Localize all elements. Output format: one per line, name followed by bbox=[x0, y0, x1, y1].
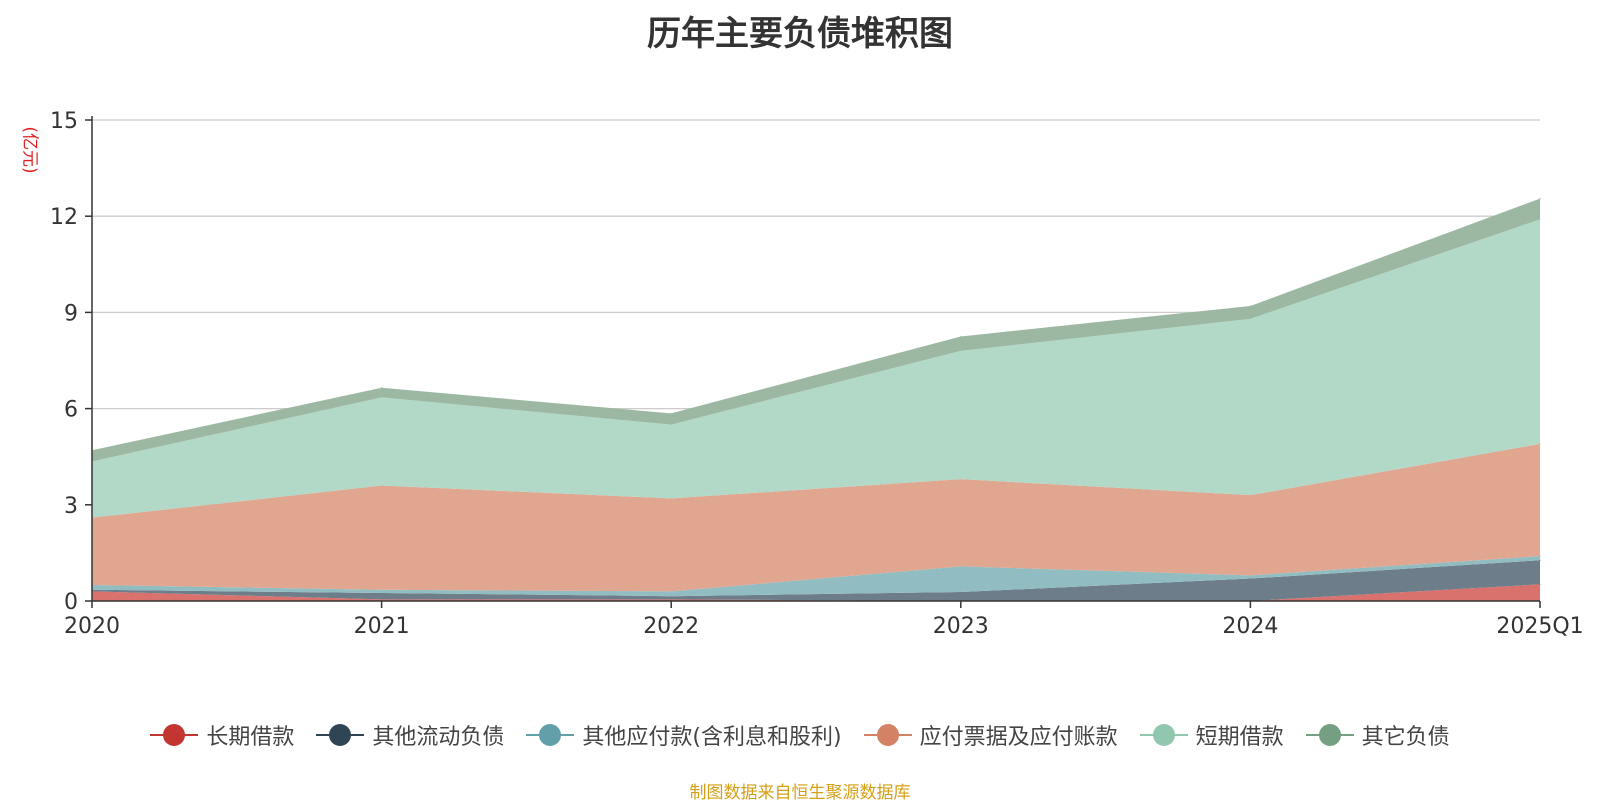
y-tick-label-0: 0 bbox=[64, 590, 78, 615]
y-tick-label-2: 6 bbox=[64, 398, 78, 423]
data-source-note: 制图数据来自恒生聚源数据库 bbox=[689, 783, 911, 803]
legend-marker-icon bbox=[1139, 723, 1188, 747]
legend-label: 应付票据及应付账款 bbox=[919, 725, 1118, 750]
legend-item-5[interactable]: 其它负债 bbox=[1305, 719, 1450, 751]
series-area-1 bbox=[92, 560, 1540, 601]
legend-marker-icon bbox=[526, 723, 575, 747]
legend-marker-icon bbox=[1305, 723, 1354, 747]
series-area-5 bbox=[92, 198, 1540, 462]
legend-item-3[interactable]: 应付票据及应付账款 bbox=[863, 719, 1118, 751]
x-tick-label-2: 2022 bbox=[643, 614, 699, 639]
series-5-point-5 bbox=[1539, 197, 1541, 200]
series-5-point-4 bbox=[1249, 305, 1251, 307]
series-5-point-1 bbox=[381, 387, 383, 389]
legend-item-4[interactable]: 短期借款 bbox=[1139, 719, 1284, 751]
legend-marker-icon bbox=[150, 723, 199, 747]
legend-label: 短期借款 bbox=[1195, 725, 1284, 750]
legend-item-0[interactable]: 长期借款 bbox=[150, 719, 294, 751]
x-tick-label-1: 2021 bbox=[354, 614, 410, 639]
y-tick-label-4: 12 bbox=[50, 205, 78, 230]
legend-label: 长期借款 bbox=[206, 725, 295, 750]
series-area-2 bbox=[92, 556, 1540, 597]
legend-marker-icon bbox=[863, 723, 912, 747]
legend-item-2[interactable]: 其他应付款(含利息和股利) bbox=[526, 719, 842, 751]
chart-legend: 长期借款 其他流动负债 其他应付款(含利息和股利) 应付票据及应付账款 短期借款 其它负债 bbox=[0, 718, 1600, 752]
y-tick-label-1: 3 bbox=[64, 494, 78, 519]
series-5-point-3 bbox=[960, 335, 962, 338]
x-tick-label-5: 2025Q1 bbox=[1496, 614, 1583, 639]
series-area-0 bbox=[92, 584, 1540, 601]
legend-item-1[interactable]: 其他流动负债 bbox=[316, 719, 504, 751]
legend-marker-icon bbox=[316, 723, 365, 747]
x-tick-label-3: 2023 bbox=[933, 614, 989, 639]
y-tick-label-3: 9 bbox=[64, 301, 78, 326]
chart-title: 历年主要负债堆积图 bbox=[647, 14, 953, 54]
y-tick-label-5: 15 bbox=[50, 109, 78, 134]
legend-label: 其他应付款(含利息和股利) bbox=[582, 725, 842, 750]
x-tick-label-0: 2020 bbox=[64, 614, 120, 639]
legend-label: 其他流动负债 bbox=[372, 725, 505, 750]
series-area-4 bbox=[92, 219, 1540, 518]
series-area-3 bbox=[92, 443, 1540, 592]
legend-label: 其它负债 bbox=[1361, 725, 1450, 750]
x-tick-label-4: 2024 bbox=[1222, 614, 1278, 639]
series-5-point-2 bbox=[670, 412, 672, 415]
